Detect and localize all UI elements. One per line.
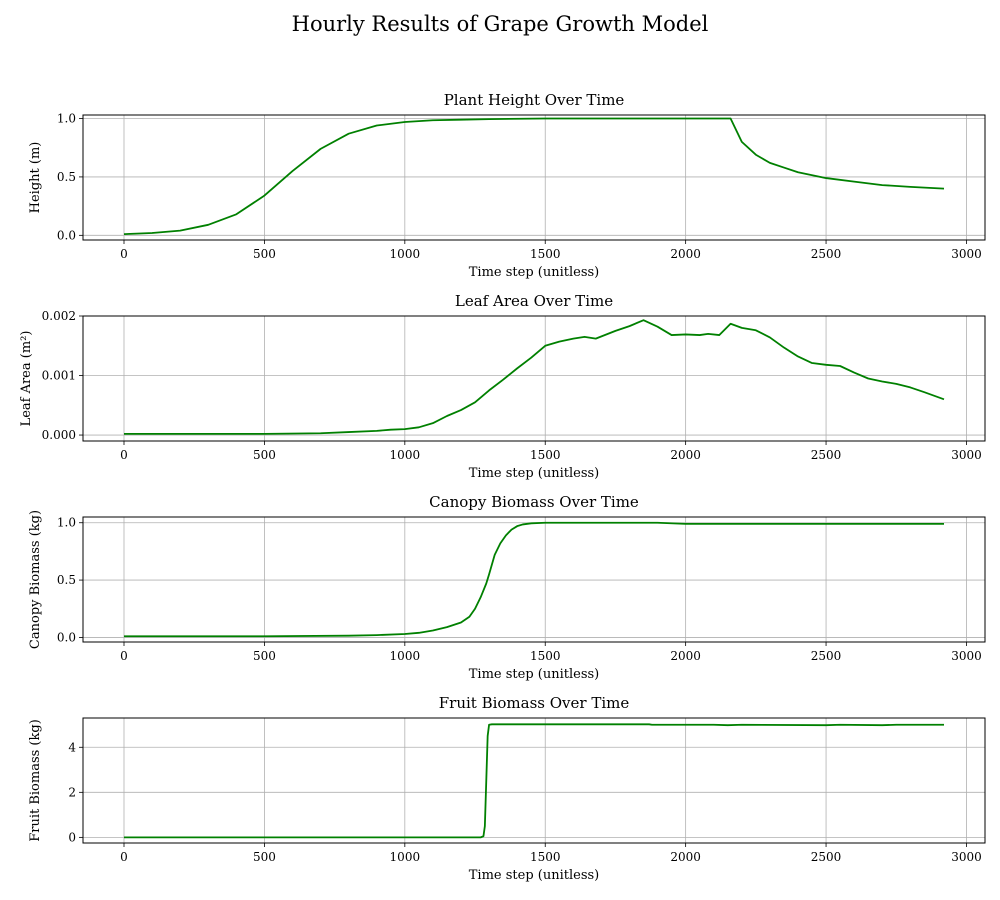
- y-axis-label: Canopy Biomass (kg): [28, 510, 43, 649]
- x-axis-label: Time step (unitless): [469, 868, 600, 883]
- x-tick-label: 2500: [811, 649, 842, 663]
- y-axis-label: Fruit Biomass (kg): [28, 719, 43, 842]
- subplot-title: Leaf Area Over Time: [455, 292, 613, 310]
- x-tick-label: 0: [120, 649, 128, 663]
- y-tick-label: 0: [68, 830, 76, 844]
- x-tick-label: 500: [253, 649, 276, 663]
- x-tick-label: 500: [253, 448, 276, 462]
- y-tick-label: 0.002: [42, 309, 76, 323]
- x-tick-label: 1000: [390, 448, 421, 462]
- x-tick-label: 2500: [811, 850, 842, 864]
- subplot-title: Canopy Biomass Over Time: [429, 493, 639, 511]
- x-tick-label: 1500: [530, 247, 561, 261]
- x-tick-label: 500: [253, 850, 276, 864]
- x-tick-label: 3000: [951, 247, 982, 261]
- x-tick-label: 3000: [951, 850, 982, 864]
- y-tick-label: 0.5: [57, 573, 76, 587]
- x-tick-label: 2500: [811, 247, 842, 261]
- x-tick-label: 0: [120, 448, 128, 462]
- axes-frame: [82, 114, 986, 241]
- y-tick-label: 0.000: [42, 428, 76, 442]
- x-tick-label: 3000: [951, 448, 982, 462]
- data-line: [123, 117, 945, 236]
- x-tick-label: 0: [120, 247, 128, 261]
- data-line: [124, 319, 945, 435]
- subplot-3: 0 500 1000 1500 2000 2500 3000 0.0 0.5 1.0 Canopy …: [28, 493, 986, 682]
- x-tick-label: 2500: [811, 448, 842, 462]
- figure-title: Hourly Results of Grape Growth Model: [291, 12, 709, 36]
- y-tick-label: 0.001: [42, 369, 76, 383]
- x-axis-label: Time step (unitless): [469, 667, 600, 682]
- data-line: [124, 521, 944, 638]
- x-tick-label: 2000: [670, 247, 701, 261]
- y-axis-label: Leaf Area (m²): [19, 331, 34, 427]
- y-tick-label: 0.0: [57, 630, 76, 644]
- x-tick-label: 3000: [951, 649, 982, 663]
- subplot-2: 0 500 1000 1500 2000 2500 3000 0.000 0.001 0.002 L…: [19, 292, 986, 481]
- x-axis-label: Time step (unitless): [469, 466, 600, 481]
- x-tick-label: 2000: [670, 850, 701, 864]
- x-tick-label: 1000: [390, 850, 421, 864]
- y-tick-label: 1.0: [57, 112, 76, 126]
- x-axis-label: Time step (unitless): [469, 265, 600, 280]
- x-tick-label: 0: [120, 850, 128, 864]
- x-tick-label: 2000: [670, 448, 701, 462]
- axes-frame: [82, 315, 986, 442]
- subplot-1: 0 500 1000 1500 2000 2500 3000 0.0 0.5 1.0 Plant H…: [28, 91, 986, 280]
- x-tick-label: 2000: [670, 649, 701, 663]
- y-tick-label: 0.0: [57, 228, 76, 242]
- axes-frame: [82, 516, 986, 643]
- y-tick-label: 0.5: [57, 170, 76, 184]
- subplot-title: Fruit Biomass Over Time: [439, 694, 630, 712]
- data-line: [124, 723, 944, 839]
- y-tick-label: 2: [68, 785, 76, 799]
- axes-frame: [82, 717, 986, 844]
- x-tick-label: 1500: [530, 649, 561, 663]
- subplot-title: Plant Height Over Time: [444, 91, 625, 109]
- x-tick-label: 500: [253, 247, 276, 261]
- y-tick-label: 4: [68, 740, 76, 754]
- x-tick-label: 1500: [530, 850, 561, 864]
- y-axis-label: Height (m): [28, 142, 43, 214]
- subplot-4: 0 500 1000 1500 2000 2500 3000 0 2 4 Fruit Biomass…: [28, 694, 986, 883]
- x-tick-label: 1500: [530, 448, 561, 462]
- x-tick-label: 1000: [390, 649, 421, 663]
- y-tick-label: 1.0: [57, 516, 76, 530]
- x-tick-label: 1000: [390, 247, 421, 261]
